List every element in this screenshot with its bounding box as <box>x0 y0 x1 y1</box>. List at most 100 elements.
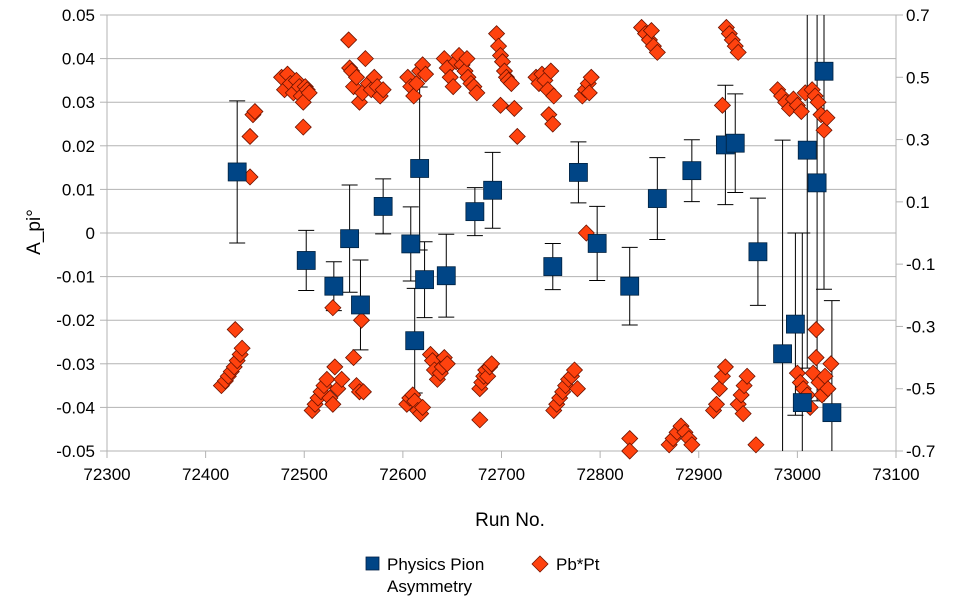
y2-tick-label: 0.5 <box>906 68 930 87</box>
pbpt-point <box>300 84 318 102</box>
x-tick-label: 72700 <box>478 465 525 484</box>
legend-marker-pbpt <box>531 555 549 573</box>
pbpt-point <box>356 50 374 68</box>
physics-asymmetry-point <box>773 344 792 364</box>
pbpt-point <box>408 74 426 93</box>
legend-label-physics-pion-asymmetry-line1: Physics Pion <box>387 555 484 574</box>
physics-asymmetry-point <box>324 276 344 296</box>
series-physics-pion-asymmetry <box>227 61 842 423</box>
pbpt-point <box>582 68 600 86</box>
pbpt-point <box>734 405 752 423</box>
y2-tick-label: 0.7 <box>906 6 930 25</box>
pbpt-point <box>822 355 840 373</box>
y-tick-label: 0.03 <box>62 93 95 112</box>
pbpt-point <box>738 367 756 385</box>
physics-asymmetry-point <box>227 162 247 182</box>
physics-asymmetry-point <box>647 189 667 208</box>
y2-tick-label: -0.7 <box>906 442 935 461</box>
pbpt-point <box>233 339 251 357</box>
physics-asymmetry-point <box>465 202 485 222</box>
y-tick-label: 0.02 <box>62 137 95 156</box>
y-tick-label: 0.04 <box>62 50 95 69</box>
pbpt-point <box>707 395 726 413</box>
pbpt-point <box>542 62 560 80</box>
pbpt-point <box>416 65 435 83</box>
y-tick-label: 0.01 <box>62 180 95 199</box>
physics-asymmetry-point <box>620 276 640 296</box>
pbpt-point <box>502 74 520 93</box>
legend: Physics Pion Asymmetry Pb*Pt <box>365 555 600 596</box>
pbpt-point <box>505 99 523 117</box>
y2-tick-label: 0.1 <box>906 193 930 212</box>
physics-asymmetry-point <box>436 266 456 286</box>
pbpt-point <box>818 109 836 127</box>
y-tick-label: -0.02 <box>56 311 95 330</box>
x-tick-label: 73100 <box>872 465 919 484</box>
pbpt-point <box>458 50 476 68</box>
physics-asymmetry-point <box>786 314 805 334</box>
pbpt-point <box>374 81 392 99</box>
pbpt-point <box>545 87 563 105</box>
y-tick-label: -0.03 <box>56 355 95 374</box>
physics-asymmetry-point <box>483 180 503 200</box>
pbpt-point <box>438 355 456 373</box>
y-tick-label: -0.01 <box>56 268 95 287</box>
pbpt-point <box>246 102 264 121</box>
pbpt-point <box>508 127 526 146</box>
legend-marker-physics-pion-asymmetry <box>365 556 380 571</box>
pbpt-point <box>333 370 351 388</box>
y2-tick-label: -0.1 <box>906 255 935 274</box>
x-tick-label: 72500 <box>281 465 328 484</box>
error-bars <box>229 15 840 451</box>
pbpt-point <box>354 383 372 401</box>
pbpt-point <box>544 115 562 133</box>
y-axis-title: A_pi° <box>24 209 45 255</box>
pbpt-point <box>444 78 462 96</box>
pbpt-point <box>324 395 342 413</box>
physics-asymmetry-point <box>814 61 834 81</box>
physics-asymmetry-point <box>748 242 768 262</box>
pbpt-point <box>568 380 587 398</box>
x-tick-label: 72600 <box>379 465 426 484</box>
physics-asymmetry-point <box>405 331 425 351</box>
y2-tick-label: -0.5 <box>906 380 935 399</box>
pbpt-point <box>565 361 584 379</box>
pbpt-point <box>344 349 363 367</box>
pbpt-point <box>807 349 825 367</box>
y2-tick-label: 0.3 <box>906 131 930 150</box>
physics-asymmetry-point <box>340 229 360 249</box>
legend-label-physics-pion-asymmetry-line2: Asymmetry <box>387 577 473 596</box>
x-tick-label: 73000 <box>774 465 821 484</box>
physics-asymmetry-point <box>415 270 434 290</box>
physics-asymmetry-point <box>543 257 563 276</box>
physics-asymmetry-point <box>797 140 817 160</box>
pbpt-point <box>716 358 734 376</box>
y-tick-label: 0 <box>86 224 95 243</box>
pbpt-point <box>226 320 244 339</box>
x-tick-label: 72800 <box>576 465 623 484</box>
pbpt-point <box>683 436 701 454</box>
pbpt-point <box>414 398 432 416</box>
physics-asymmetry-point <box>351 295 370 315</box>
pbpt-point <box>807 320 825 339</box>
physics-asymmetry-point <box>569 162 588 182</box>
tick-labels: -0.05 -0.04 -0.03 -0.02 -0.01 0 0.01 0.02 0.03 0.… <box>56 6 935 484</box>
x-tick-label: 72900 <box>675 465 722 484</box>
physics-asymmetry-point <box>807 173 827 193</box>
pbpt-point <box>713 96 731 114</box>
pbpt-point <box>324 299 342 317</box>
pbpt-point <box>468 84 486 102</box>
pbpt-point <box>747 436 765 454</box>
pbpt-point <box>241 127 259 146</box>
pbpt-point <box>819 380 837 398</box>
physics-asymmetry-point <box>401 234 421 254</box>
axes <box>100 14 903 458</box>
physics-asymmetry-point <box>725 133 745 153</box>
x-axis-title: Run No. <box>475 510 545 531</box>
pbpt-point <box>621 442 639 460</box>
pbpt-point <box>483 355 501 373</box>
pbpt-point <box>710 380 729 398</box>
pbpt-point <box>491 96 510 114</box>
y-tick-label: -0.04 <box>56 398 95 417</box>
